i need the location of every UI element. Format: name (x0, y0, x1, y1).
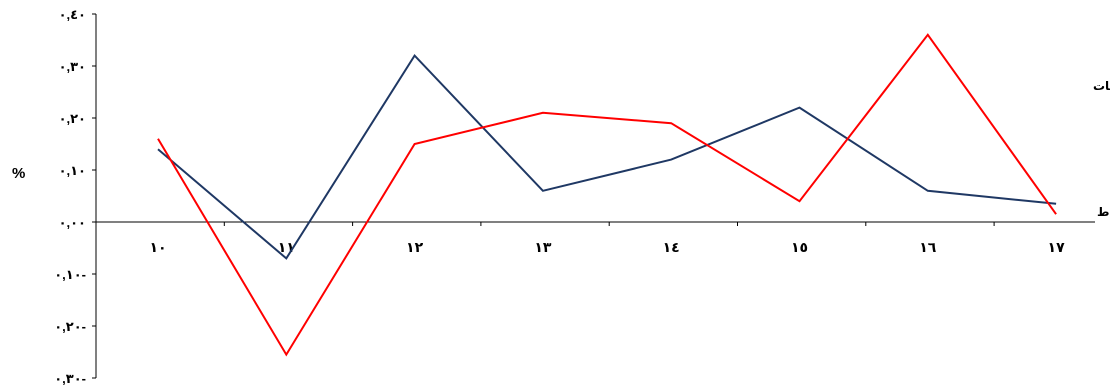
series-label-1: الأقساط (1097, 204, 1110, 219)
series-labels: التعويضات الأقساط (1093, 79, 1110, 219)
y-tick-label: ٠,٣٠- (54, 371, 86, 386)
y-axis-unit-label: % (12, 165, 25, 182)
x-axis: ١٠ ١١ ١٢ ١٣ ١٤ ١٥ ١٦ ١٧ (95, 221, 1095, 255)
y-tick-label: ٠,٢٠- (54, 319, 86, 334)
y-tick-label: ٠,٢٠ (59, 111, 86, 126)
x-tick-label: ١٠ (149, 239, 166, 255)
y-tick-label: ٠,٣٠ (59, 59, 86, 74)
y-tick-label: ٠,١٠- (54, 267, 86, 282)
series-label-0: التعويضات (1093, 79, 1110, 94)
y-tick-label: ٠,١٠ (59, 163, 86, 178)
series-layer (157, 33, 1057, 357)
x-tick-label: ١٤ (663, 239, 680, 255)
series-line-1 (157, 33, 1057, 357)
x-tick-label: ١٧ (1048, 239, 1066, 255)
x-tick-label: ١٢ (406, 239, 424, 255)
y-axis: ٠,٤٠ ٠,٣٠ ٠,٢٠ ٠,١٠ ٠,٠٠ ٠,١٠- ٠,٢٠- ٠,٣٠- (54, 7, 97, 386)
y-tick-label: ٠,٠٠ (59, 215, 86, 230)
y-tick-label: ٠,٤٠ (59, 7, 86, 22)
series-line-0 (157, 53, 1057, 260)
x-tick-label: ١٦ (919, 239, 937, 255)
x-tick-label: ١٣ (534, 239, 552, 255)
x-tick-label: ١٥ (791, 239, 808, 255)
